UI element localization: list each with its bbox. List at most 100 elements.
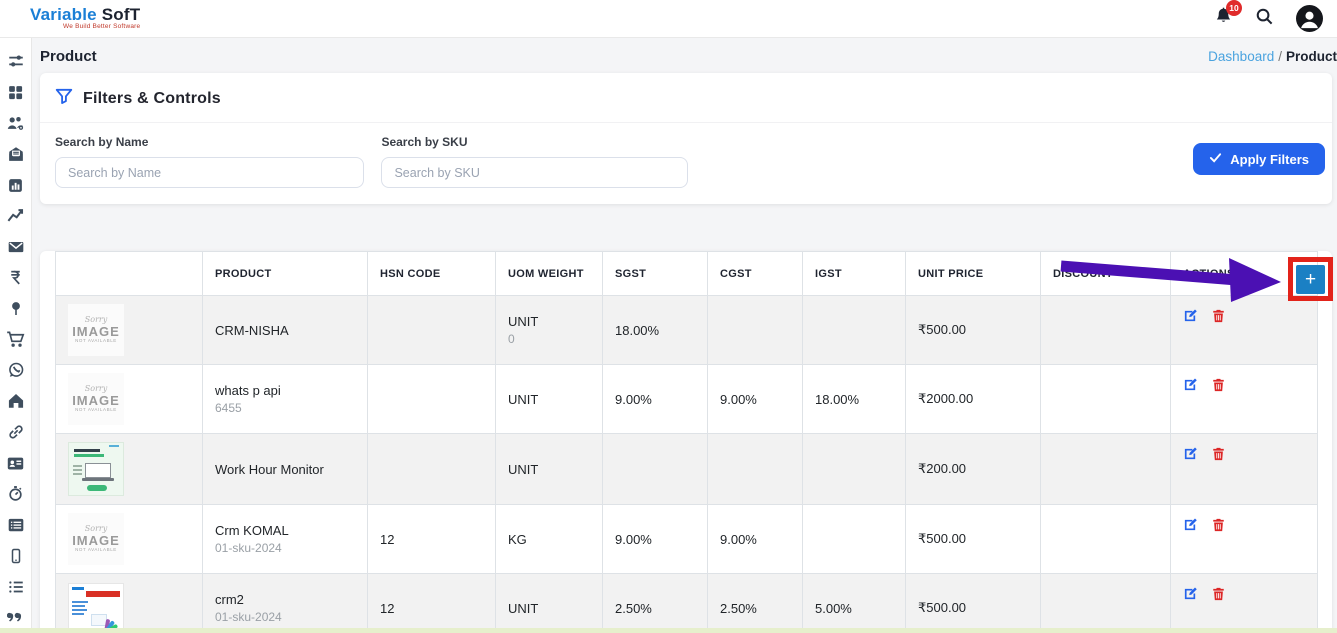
topbar: Variable SofT We Build Better Software 1… [0,0,1337,38]
hsn-code-cell [367,433,496,505]
delete-button[interactable] [1212,587,1225,601]
search-by-name-field: Search by Name [55,135,364,188]
sidebar-item-records[interactable] [0,509,32,540]
edit-button[interactable] [1183,517,1198,532]
mail-open-icon [7,145,25,163]
sgst-cell: 9.00% [602,364,708,434]
sidebar-item-whatsapp[interactable] [0,355,32,386]
edit-button[interactable] [1183,446,1198,461]
product-image-placeholder: Sorry IMAGE NOT AVAILABLE [68,304,124,356]
sidebar-item-inbox[interactable] [0,139,32,170]
igst-cell [802,433,906,505]
sgst-cell [602,433,708,505]
main-content: Product Dashboard / Product Filters & Cont… [32,38,1337,633]
rupee-icon [7,269,24,286]
product-name: CRM-NISHA [215,322,289,338]
table-header-row: PRODUCT HSN CODE UOM WEIGHT SGST CGST IG… [55,251,1318,296]
search-icon [1255,8,1274,30]
breadcrumb-current: Product [1285,49,1337,64]
edit-button[interactable] [1183,308,1198,323]
line-chart-icon [6,206,25,225]
col-unit-price: UNIT PRICE [905,251,1041,296]
brand-logo[interactable]: Variable SofT We Build Better Software [30,6,140,31]
discount-cell [1040,364,1171,434]
sidebar-item-mail[interactable] [0,231,32,262]
bottom-strip [0,628,1337,633]
hsn-code-cell [367,364,496,434]
trash-icon [1212,378,1225,395]
sidebar-item-contacts[interactable] [0,448,32,479]
edit-button[interactable] [1183,586,1198,601]
product-image-thumbnail [68,442,124,496]
search-by-name-input[interactable] [55,157,364,188]
weight-cell: 0 [508,332,515,346]
sidebar-item-list[interactable] [0,571,32,602]
sidebar-item-mobile[interactable] [0,540,32,571]
delete-button[interactable] [1212,447,1225,461]
search-by-sku-input[interactable] [381,157,689,188]
product-image-thumbnail [68,583,124,633]
product-name: Crm KOMAL [215,523,289,538]
page-title: Product [40,48,97,65]
discount-cell [1040,295,1171,365]
table-row: Sorry IMAGE NOT AVAILABLE Crm KOMAL 01-sku-… [55,504,1318,574]
discount-cell [1040,504,1171,574]
product-image-placeholder: Sorry IMAGE NOT AVAILABLE [68,373,124,425]
discount-cell [1040,573,1171,633]
link-icon [7,423,25,441]
sidebar-item-timer[interactable] [0,478,32,509]
map-pin-icon [8,301,24,317]
search-by-name-label: Search by Name [55,135,149,149]
edit-icon [1183,309,1198,326]
igst-cell: 5.00% [802,573,906,633]
user-avatar-icon[interactable] [1296,5,1323,32]
search-by-sku-field: Search by SKU [381,135,689,188]
sidebar-item-sliders[interactable] [0,46,32,77]
sidebar-item-payments[interactable] [0,262,32,293]
sidebar-item-users[interactable] [0,108,32,139]
sidebar-nav [0,38,32,633]
sidebar-item-quotes[interactable] [0,602,32,633]
grid-icon [7,84,24,101]
sgst-cell: 9.00% [602,504,708,574]
breadcrumb-dashboard-link[interactable]: Dashboard [1208,49,1275,64]
uom-cell: KG [508,531,527,547]
table-row: crm2 01-sku-2024 12 UNIT 2.50% 2.50% 5.00… [55,573,1318,633]
sidebar-item-location[interactable] [0,293,32,324]
col-hsn-code: HSN CODE [367,251,496,296]
sidebar-item-analytics[interactable] [0,200,32,231]
cgst-cell [707,295,803,365]
sidebar-item-dashboard[interactable] [0,77,32,108]
igst-cell [802,504,906,574]
uom-cell: UNIT [508,600,539,616]
sgst-cell: 2.50% [602,573,708,633]
edit-icon [1183,378,1198,395]
edit-button[interactable] [1183,377,1198,392]
sidebar-item-links[interactable] [0,417,32,448]
annotation-highlight-box [1288,257,1333,301]
search-button[interactable] [1255,7,1274,31]
sidebar-item-orders[interactable] [0,324,32,355]
igst-cell [802,295,906,365]
apply-filters-button[interactable]: Apply Filters [1193,143,1325,175]
add-product-button[interactable]: + [1296,265,1325,294]
delete-button[interactable] [1212,378,1225,392]
envelope-icon [7,238,25,256]
delete-button[interactable] [1212,309,1225,323]
unit-price-cell: ₹500.00 [905,573,1041,633]
edit-icon [1183,518,1198,535]
col-image [55,251,203,296]
delete-button[interactable] [1212,518,1225,532]
unit-price-cell: ₹2000.00 [905,364,1041,434]
sidebar-item-reports[interactable] [0,170,32,201]
product-table-card: + PRODUCT HSN CODE UOM WEIGHT SGST CGST … [40,251,1333,633]
col-sgst: SGST [602,251,708,296]
product-sku: 01-sku-2024 [215,610,282,624]
notifications-button[interactable]: 10 [1214,0,1242,31]
col-product: PRODUCT [202,251,368,296]
unit-price-cell: ₹500.00 [905,504,1041,574]
col-igst: IGST [802,251,906,296]
trash-icon [1212,587,1225,604]
hsn-code-cell [367,295,496,365]
sidebar-item-home[interactable] [0,386,32,417]
